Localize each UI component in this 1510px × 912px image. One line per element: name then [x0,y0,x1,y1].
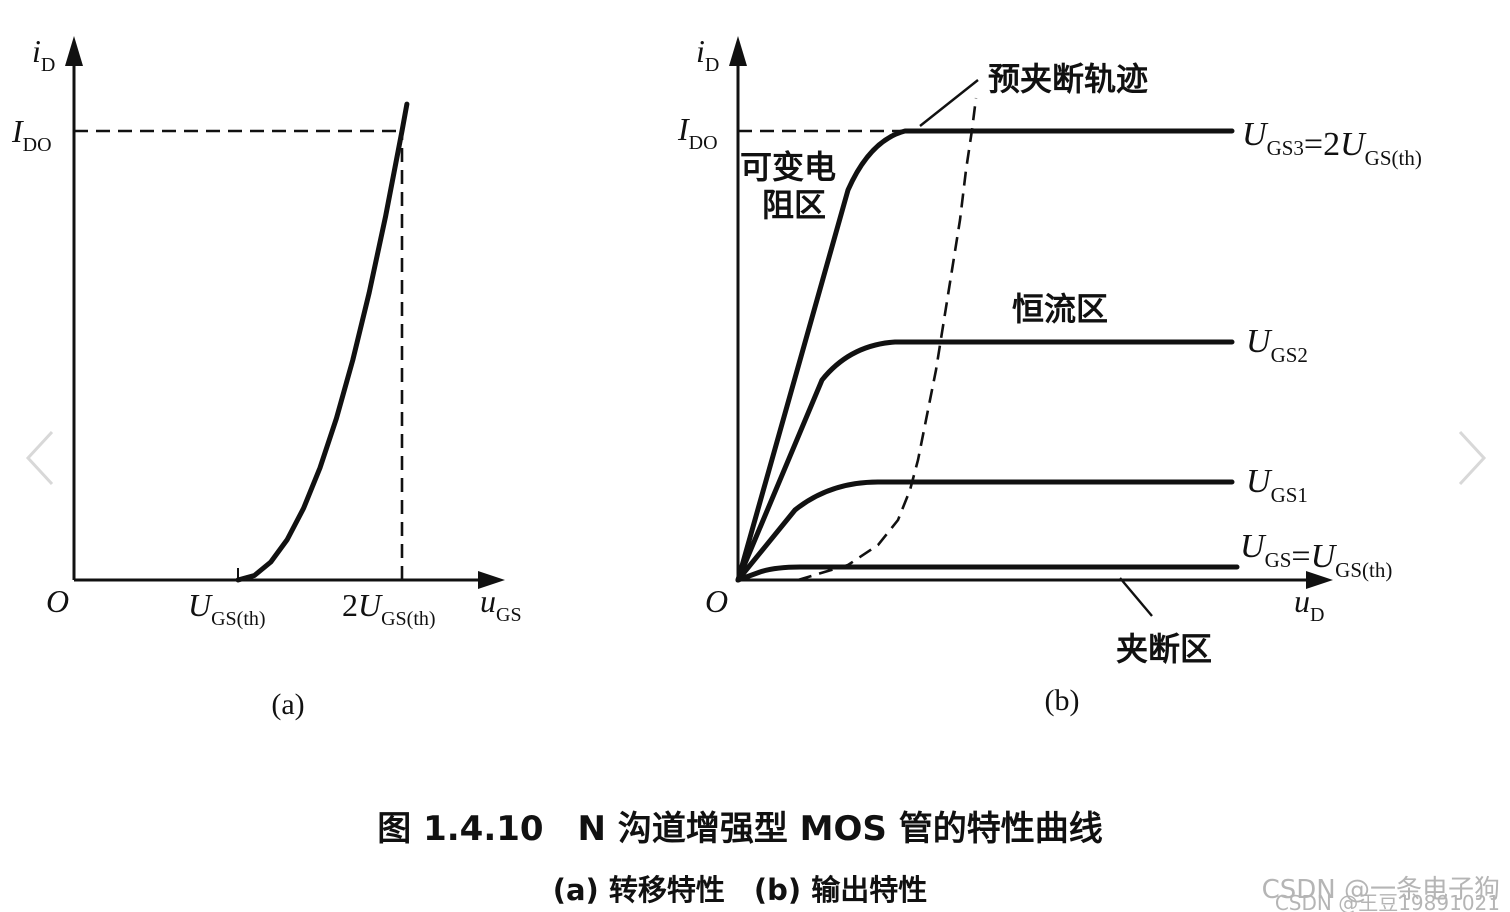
figure-caption: 图 1.4.10 N 沟道增强型 MOS 管的特性曲线 [377,809,1103,849]
x-axis-label-b: uD [1294,583,1324,626]
y-tick-ido-a: IDO [11,113,52,156]
y-axis-arrow-b [729,36,747,66]
output-curve-2 [735,339,1235,583]
region-label-variable-resistance-1: 可变电 [740,148,836,186]
y-axis-label-a: iD [32,33,55,76]
y-tick-ido-b: IDO [677,111,718,154]
output-curve-1 [735,128,1235,583]
region-label-pinch-off-trajectory: 预夹断轨迹 [988,60,1148,98]
watermark: CSDN @一条电子狗 [1262,875,1500,905]
y-axis-label-b: iD [696,33,719,76]
watermark-secondary: CSDN @王豆19891021 [1275,891,1500,912]
origin-label-b: O [705,583,728,619]
panel-a-transfer-characteristic: OiD uGS IDO UGS(th) 2UGS(th) (a) [11,33,522,721]
panel-a-label: (a) [271,688,304,721]
transfer-curve [235,101,410,583]
region-label-variable-resistance-2: 阻区 [762,186,826,224]
output-curve-3 [735,479,1235,583]
panel-b-output-characteristic: UGS3=2UGS(th) UGS2 UGS1 UGS=UGS(th) OiD uD IDO… [677,33,1422,717]
x-axis-arrow [478,571,505,589]
origin-label-a: O [46,583,69,619]
curve-label-1: UGS3=2UGS(th) [1242,116,1422,170]
previous-arrow-icon[interactable] [25,430,54,486]
region-label-constant-current: 恒流区 [1012,290,1108,328]
next-arrow-icon[interactable] [1458,430,1487,486]
panel-b-label: (b) [1045,684,1080,717]
x-tick-ugsth: UGS(th) [188,587,266,630]
x-axis-arrow-b [1306,571,1333,589]
figure-subcaption: (a) 转移特性 (b) 输出特性 [553,873,928,907]
output-curve-4 [735,564,1240,583]
pinch-off-leader-line [919,79,979,127]
x-tick-2ugsth: 2UGS(th) [342,587,436,630]
curve-label-3: UGS1 [1246,463,1308,507]
y-axis-arrow [65,36,83,66]
curve-label-2: UGS2 [1246,323,1308,367]
x-axis-label-a: uGS [480,583,522,626]
curve-label-4: UGS=UGS(th) [1240,528,1392,582]
pinch-off-trajectory [797,97,978,582]
cutoff-leader-line [1119,577,1153,617]
region-label-cutoff: 夹断区 [1116,630,1212,668]
